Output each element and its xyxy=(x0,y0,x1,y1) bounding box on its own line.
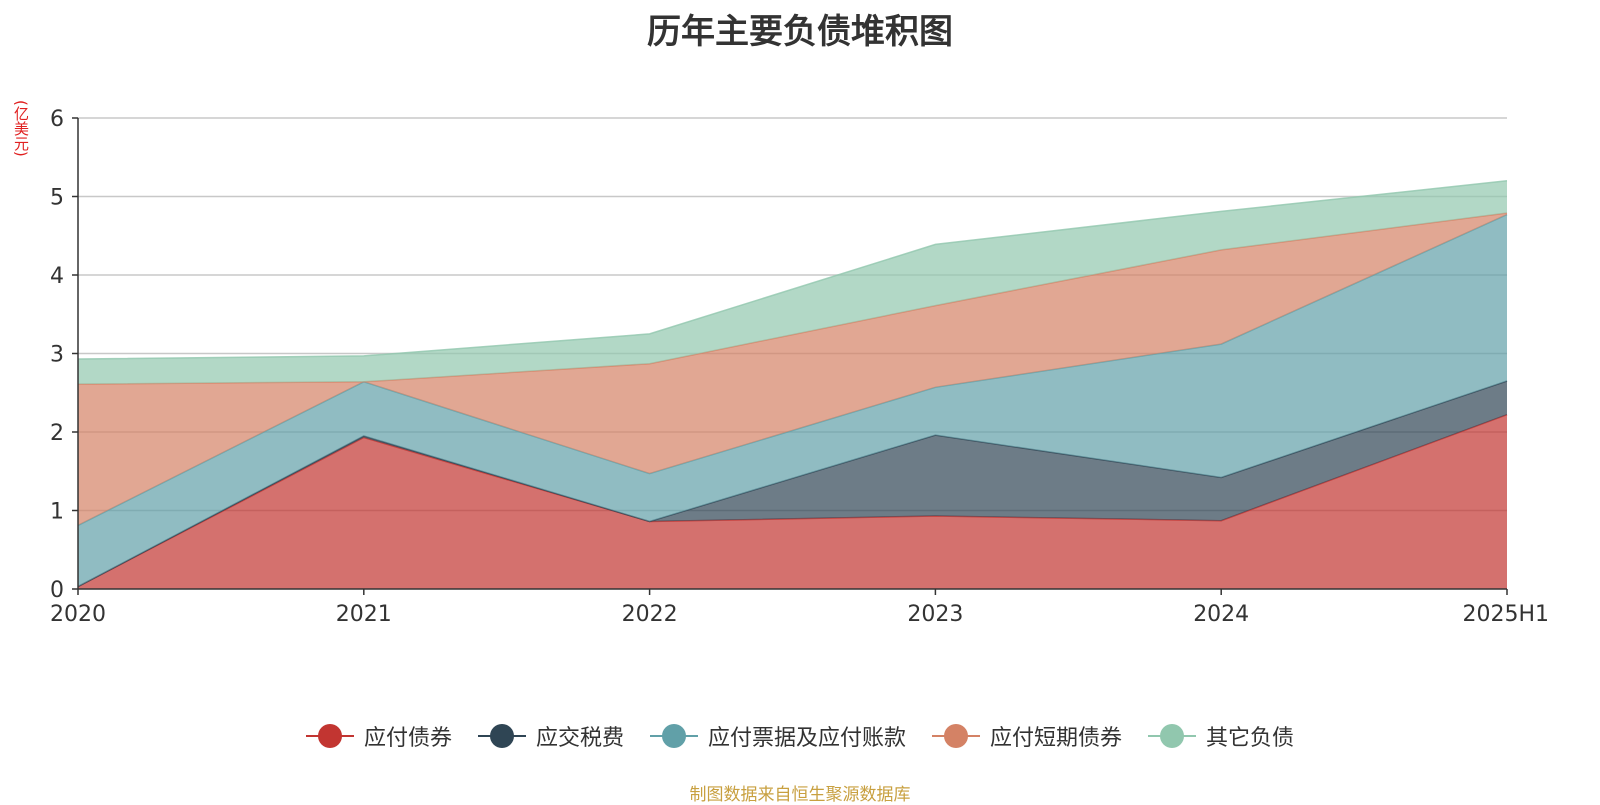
legend-marker-icon xyxy=(649,723,698,749)
legend-marker-icon xyxy=(932,723,980,749)
chart-title: 历年主要负债堆积图 xyxy=(647,12,953,52)
legend-label: 其它负债 xyxy=(1206,726,1295,751)
area-series xyxy=(77,180,1508,589)
x-tick-label: 2024 xyxy=(1193,602,1249,627)
legend-label: 应付短期债券 xyxy=(990,726,1123,751)
x-tick-label: 2020 xyxy=(50,602,106,627)
legend-marker-icon xyxy=(305,723,354,749)
y-axis-unit-label: (亿美元) xyxy=(12,100,30,157)
y-tick-label: 5 xyxy=(50,186,64,211)
legend-item[interactable]: 应交税费 xyxy=(477,720,624,752)
x-tick-label: 2025H1 xyxy=(1462,602,1549,627)
area-series-0 xyxy=(78,414,1507,589)
legend-item[interactable]: 其它负债 xyxy=(1148,720,1294,752)
legend-label: 应付债券 xyxy=(363,726,452,751)
legend-item[interactable]: 应付短期债券 xyxy=(932,720,1122,752)
area-series-3 xyxy=(78,213,1507,526)
legend: 应付债券 应交税费 应付票据及应付账款 应付短期债券 其它负债 xyxy=(0,720,1600,752)
legend-label: 应交税费 xyxy=(535,726,624,751)
legend-item[interactable]: 应付票据及应付账款 xyxy=(649,720,906,752)
y-tick-label: 4 xyxy=(50,264,64,289)
legend-item[interactable]: 应付债券 xyxy=(305,720,452,752)
x-tick-label: 2023 xyxy=(907,602,963,627)
series-line-2 xyxy=(77,213,1508,527)
axes: 0 1 2 3 4 5 6 2020 2021 2022 2023 2024 2025H1 xyxy=(50,107,1549,627)
y-tick-label: 2 xyxy=(50,421,64,446)
y-tick-label: 1 xyxy=(50,500,64,525)
x-tick-label: 2022 xyxy=(622,602,678,627)
legend-label: 应付票据及应付账款 xyxy=(707,726,906,751)
legend-marker-icon xyxy=(1148,723,1197,749)
x-tick-label: 2021 xyxy=(336,602,392,627)
legend-marker-icon xyxy=(477,723,526,749)
area-series-4 xyxy=(78,180,1507,385)
series-line-4 xyxy=(77,180,1508,360)
source-note: 制图数据来自恒生聚源数据库 xyxy=(689,785,911,805)
y-tick-label: 6 xyxy=(50,107,64,132)
area-series-2 xyxy=(78,214,1507,587)
y-tick-label: 3 xyxy=(50,343,64,368)
y-tick-label: 0 xyxy=(50,578,64,603)
area-series-1 xyxy=(78,381,1507,587)
